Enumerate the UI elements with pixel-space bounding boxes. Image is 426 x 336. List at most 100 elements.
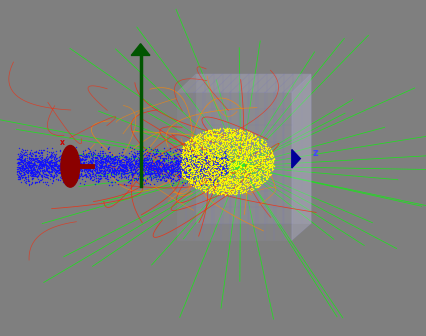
Point: [213, 190, 220, 195]
Point: [114, 160, 121, 166]
Point: [248, 132, 255, 137]
Point: [201, 168, 208, 173]
Point: [230, 182, 236, 187]
Point: [205, 136, 212, 141]
Point: [164, 150, 171, 155]
Point: [270, 156, 277, 161]
Point: [261, 150, 268, 156]
Point: [117, 168, 124, 173]
Point: [71, 163, 78, 168]
Point: [61, 162, 68, 167]
Point: [237, 147, 244, 152]
Point: [67, 172, 74, 177]
Point: [227, 187, 234, 192]
Point: [199, 173, 206, 178]
Point: [28, 164, 35, 169]
Point: [118, 167, 125, 172]
Point: [120, 164, 127, 170]
Point: [230, 135, 237, 141]
Point: [26, 155, 33, 160]
Point: [197, 135, 204, 140]
Point: [269, 159, 276, 164]
Point: [190, 163, 196, 168]
Point: [202, 132, 209, 137]
Point: [51, 172, 58, 177]
Point: [65, 175, 72, 181]
Point: [195, 183, 202, 188]
Point: [225, 150, 232, 156]
Point: [198, 167, 204, 173]
Point: [92, 181, 98, 186]
Point: [35, 179, 42, 185]
Point: [147, 160, 153, 165]
Point: [153, 146, 160, 152]
Point: [210, 168, 217, 174]
Point: [239, 134, 246, 139]
Point: [237, 155, 244, 160]
Point: [193, 135, 200, 140]
Point: [204, 170, 211, 175]
Point: [238, 164, 245, 169]
Point: [200, 179, 207, 185]
Point: [249, 165, 256, 171]
Point: [198, 165, 205, 170]
Point: [236, 134, 243, 139]
Point: [139, 159, 146, 164]
Point: [175, 174, 181, 180]
Point: [254, 184, 261, 189]
Point: [53, 170, 60, 175]
Point: [207, 185, 214, 190]
Point: [86, 154, 92, 160]
Point: [153, 165, 159, 170]
Point: [203, 135, 210, 140]
Point: [223, 140, 230, 146]
Point: [188, 162, 195, 167]
Point: [69, 158, 75, 164]
Point: [257, 155, 264, 160]
Point: [204, 135, 210, 140]
Point: [238, 176, 245, 181]
Point: [183, 164, 190, 169]
Point: [203, 165, 210, 171]
Point: [101, 169, 108, 174]
Point: [43, 162, 50, 167]
Point: [193, 173, 200, 178]
Point: [236, 160, 243, 165]
Point: [19, 175, 26, 180]
Point: [208, 162, 215, 168]
Point: [63, 164, 70, 169]
Point: [29, 170, 36, 176]
Point: [89, 169, 96, 175]
Point: [196, 176, 203, 182]
Point: [187, 155, 194, 161]
Point: [150, 165, 156, 170]
Point: [49, 145, 56, 151]
Point: [171, 177, 178, 182]
Polygon shape: [292, 150, 300, 168]
Point: [250, 180, 257, 185]
Point: [216, 173, 223, 178]
Point: [242, 171, 249, 176]
Point: [251, 148, 258, 153]
Point: [219, 163, 225, 169]
Point: [239, 171, 245, 177]
Point: [207, 159, 214, 164]
Point: [57, 165, 64, 171]
Point: [139, 158, 146, 163]
Point: [216, 166, 222, 171]
Text: x: x: [60, 138, 64, 147]
Point: [118, 175, 124, 180]
Point: [68, 153, 75, 158]
Point: [220, 153, 227, 158]
Point: [182, 140, 189, 145]
Point: [43, 179, 50, 184]
Point: [241, 186, 248, 191]
Point: [157, 155, 164, 160]
Point: [248, 158, 254, 163]
Point: [270, 154, 276, 159]
Point: [244, 154, 251, 159]
Point: [191, 153, 198, 159]
Point: [173, 162, 180, 167]
Point: [233, 136, 240, 141]
Point: [98, 169, 104, 174]
